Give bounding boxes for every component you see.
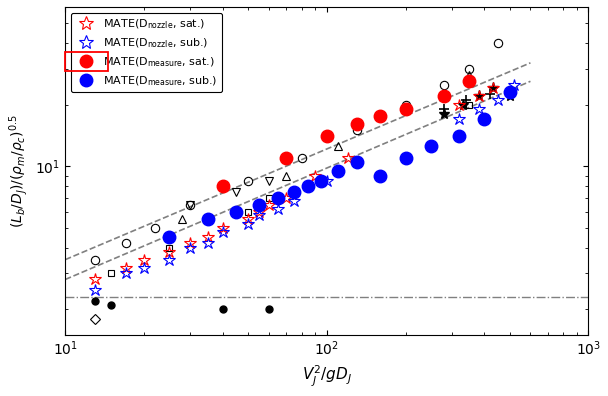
Legend: MATE(D$_{\mathrm{nozzle}}$, sat.), MATE(D$_{\mathrm{nozzle}}$, sub.), MATE(D$_{\: MATE(D$_{\mathrm{nozzle}}$, sat.), MATE(… <box>71 13 222 92</box>
Y-axis label: $(L_b/D_J)/(\rho_m/\rho_c)^{0.5}$: $(L_b/D_J)/(\rho_m/\rho_c)^{0.5}$ <box>7 114 30 228</box>
X-axis label: $V_J^2/gD_J$: $V_J^2/gD_J$ <box>302 364 352 389</box>
